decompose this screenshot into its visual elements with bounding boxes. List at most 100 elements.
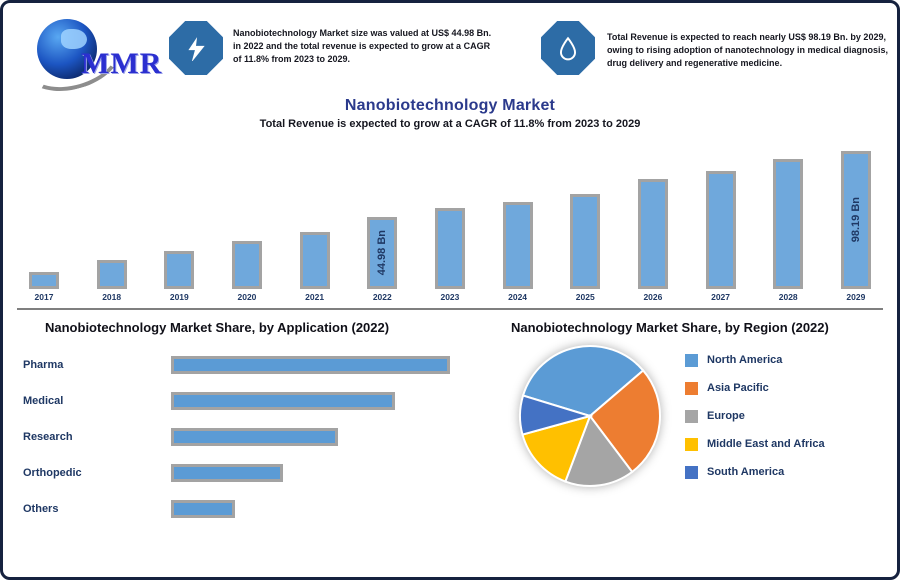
axis-year-label: 2029 [846,292,866,302]
revenue-bar [570,194,601,289]
bottom-sections: Nanobiotechnology Market Share, by Appli… [17,320,883,527]
legend-item: Europe [685,409,825,423]
legend-swatch [685,437,698,451]
application-row: Pharma [21,347,489,383]
revenue-bar-column: 2021 [296,232,334,302]
legend-label: North America [707,354,783,366]
revenue-bar [231,241,262,289]
application-row: Others [21,491,489,527]
region-pie-chart [519,345,661,487]
axis-year-label: 2027 [711,292,731,302]
bar-value-label: 44.98 Bn [376,230,389,276]
application-bar [171,392,395,410]
page-title: Nanobiotechnology Market [344,97,556,114]
legend-label: Europe [707,410,745,422]
revenue-bar-column: 44.98 Bn 2022 [363,217,401,302]
header-bar: MMR Nanobiotechnology Market size was va… [17,13,888,102]
globe-land-shape [61,29,87,49]
application-bar-chart: Pharma Medical Research Orthopedic Others [21,347,489,527]
application-label: Research [23,431,73,443]
axis-year-label: 2025 [575,292,595,302]
revenue-bar [96,260,127,289]
legend-item: Middle East and Africa [685,437,825,451]
pie-slice-north-america [521,345,645,418]
revenue-bar-column: 2023 [431,208,469,302]
axis-year-label: 2026 [643,292,663,302]
revenue-bar [164,251,195,289]
bar-value-label: 98.19 Bn [849,197,862,243]
revenue-bar [29,272,59,289]
globe-icon [37,19,97,79]
pie-slice-europe [564,413,634,487]
application-label: Pharma [23,359,64,371]
revenue-bar-column: 2028 [769,159,807,302]
header-bullet-2: Total Revenue is expected to reach nearl… [607,32,889,69]
header-bullet-1: Nanobiotechnology Market size was valued… [233,28,492,65]
axis-year-label: 2023 [440,292,460,302]
revenue-bar [773,159,804,289]
axis-year-label: 2019 [169,292,189,302]
droplet-icon [541,21,595,75]
axis-year-label: 2022 [372,292,392,302]
revenue-bar-column: 2025 [566,194,604,302]
application-row: Orthopedic [21,455,489,491]
lightning-icon [169,21,223,75]
axis-year-label: 2017 [34,292,54,302]
revenue-bar-column: 2027 [702,171,740,302]
revenue-bar-column: 2018 [93,260,131,302]
region-chart-title: Nanobiotechnology Market Share, by Regio… [511,320,829,335]
axis-year-label: 2018 [102,292,122,302]
application-label: Orthopedic [23,467,82,479]
revenue-bar: 44.98 Bn [367,217,398,289]
legend-swatch [685,381,698,395]
legend-label: Asia Pacific [707,382,769,394]
legend-swatch [685,409,698,423]
legend-item: Asia Pacific [685,381,825,395]
revenue-bar-column: 2017 [25,272,63,302]
application-bar [171,500,235,518]
pie-legend: North America Asia Pacific Europe Middle Ea… [685,353,825,479]
axis-year-label: 2020 [237,292,257,302]
legend-swatch [685,353,698,367]
revenue-bar [637,179,668,289]
pie-slice-asia-pacific [588,369,661,474]
revenue-bar-column: 2019 [160,251,198,302]
legend-label: Middle East and Africa [707,438,825,450]
mmr-logo: MMR [19,15,173,102]
application-bar [171,464,283,482]
application-label: Others [23,503,59,515]
axis-year-label: 2024 [508,292,528,302]
revenue-bar [299,232,330,289]
revenue-bar-column: 2020 [228,241,266,302]
lightning-glyph [188,37,205,61]
revenue-bar-column: 2024 [499,202,537,302]
pie-slice-south-america [519,394,594,436]
axis-year-label: 2028 [778,292,798,302]
legend-label: South America [707,466,785,478]
revenue-bar [705,171,736,289]
application-bar [171,356,450,374]
application-bar [171,428,338,446]
legend-item: North America [685,353,825,367]
revenue-bar-column: 2026 [634,179,672,302]
pie-slice-middle-east-and-africa [521,414,592,483]
revenue-bar [502,202,533,289]
droplet-glyph [559,36,577,61]
page-subtitle: Total Revenue is expected to grow at a C… [259,118,641,130]
legend-swatch [685,465,698,479]
application-chart-title: Nanobiotechnology Market Share, by Appli… [45,320,390,335]
logo-text: MMR [81,47,163,80]
region-pie-area: North America Asia Pacific Europe Middle Ea… [511,341,883,491]
application-label: Medical [23,395,64,407]
revenue-bar-column: 98.19 Bn 2029 [837,151,875,302]
application-row: Medical [21,383,489,419]
legend-item: South America [685,465,825,479]
axis-year-label: 2021 [305,292,325,302]
region-share-section: Nanobiotechnology Market Share, by Regio… [489,320,883,527]
section-divider [17,308,883,310]
revenue-bar-chart: 2017 2018 2019 2020 2021 44.98 Bn 2022 2023 2024… [17,140,883,302]
application-share-section: Nanobiotechnology Market Share, by Appli… [17,320,489,527]
application-row: Research [21,419,489,455]
revenue-bar [434,208,465,289]
